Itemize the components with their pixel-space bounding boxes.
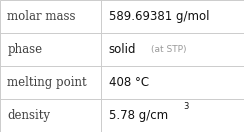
Text: solid: solid	[109, 43, 136, 56]
Text: melting point: melting point	[7, 76, 87, 89]
Text: 3: 3	[183, 102, 188, 111]
Text: 5.78 g/cm: 5.78 g/cm	[109, 109, 168, 122]
Text: 589.69381 g/mol: 589.69381 g/mol	[109, 10, 209, 23]
Text: molar mass: molar mass	[7, 10, 76, 23]
Text: (at STP): (at STP)	[151, 45, 187, 54]
Text: 408 °C: 408 °C	[109, 76, 149, 89]
Text: phase: phase	[7, 43, 42, 56]
Text: density: density	[7, 109, 50, 122]
